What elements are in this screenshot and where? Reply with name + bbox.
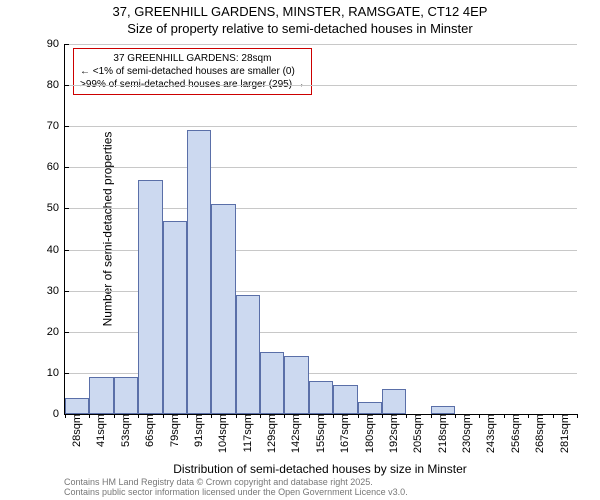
- x-tick: 230sqm: [457, 414, 473, 453]
- y-tick: 10: [47, 367, 65, 379]
- gridline: [65, 44, 577, 45]
- x-tick-mark: [309, 414, 310, 418]
- gridline: [65, 126, 577, 127]
- x-tick: 41sqm: [91, 414, 107, 447]
- x-tick: 192sqm: [384, 414, 400, 453]
- footer: Contains HM Land Registry data © Crown c…: [64, 477, 576, 498]
- bar: [138, 180, 162, 414]
- x-tick-mark: [382, 414, 383, 418]
- x-tick: 256sqm: [506, 414, 522, 453]
- x-tick-mark: [236, 414, 237, 418]
- footer-line1: Contains HM Land Registry data © Crown c…: [64, 477, 576, 487]
- annotation-box: 37 GREENHILL GARDENS: 28sqm ← <1% of sem…: [73, 48, 312, 95]
- x-tick: 79sqm: [165, 414, 181, 447]
- x-tick: 180sqm: [360, 414, 376, 453]
- x-tick-mark: [163, 414, 164, 418]
- y-tick: 60: [47, 161, 65, 173]
- bar: [382, 389, 406, 414]
- bar: [309, 381, 333, 414]
- x-tick: 268sqm: [530, 414, 546, 453]
- x-tick-mark: [358, 414, 359, 418]
- bar: [358, 402, 382, 414]
- x-tick: 53sqm: [116, 414, 132, 447]
- bar: [431, 406, 455, 414]
- y-tick: 90: [47, 38, 65, 50]
- bar: [187, 130, 211, 414]
- bar: [333, 385, 357, 414]
- bar: [260, 352, 284, 414]
- x-tick-mark: [455, 414, 456, 418]
- annotation-line1: 37 GREENHILL GARDENS: 28sqm: [80, 52, 305, 65]
- x-tick: 28sqm: [67, 414, 83, 447]
- x-tick-mark: [114, 414, 115, 418]
- bar: [89, 377, 113, 414]
- x-tick-mark: [65, 414, 66, 418]
- y-tick: 40: [47, 244, 65, 256]
- gridline: [65, 85, 577, 86]
- x-tick: 91sqm: [189, 414, 205, 447]
- gridline: [65, 167, 577, 168]
- x-tick: 66sqm: [140, 414, 156, 447]
- x-tick: 155sqm: [311, 414, 327, 453]
- bar: [211, 204, 235, 414]
- x-tick-mark: [431, 414, 432, 418]
- bar: [284, 356, 308, 414]
- x-tick: 243sqm: [481, 414, 497, 453]
- y-tick: 20: [47, 326, 65, 338]
- bar: [236, 295, 260, 414]
- x-tick-mark: [187, 414, 188, 418]
- x-tick: 281sqm: [555, 414, 571, 453]
- chart-title: 37, GREENHILL GARDENS, MINSTER, RAMSGATE…: [0, 0, 600, 38]
- x-tick: 142sqm: [286, 414, 302, 453]
- y-tick: 70: [47, 120, 65, 132]
- x-tick-mark: [553, 414, 554, 418]
- y-tick: 0: [53, 408, 65, 420]
- x-tick-mark: [260, 414, 261, 418]
- chart-area: 37 GREENHILL GARDENS: 28sqm ← <1% of sem…: [64, 44, 577, 415]
- bar: [163, 221, 187, 414]
- title-line2: Size of property relative to semi-detach…: [0, 21, 600, 38]
- x-tick: 218sqm: [433, 414, 449, 453]
- x-tick: 104sqm: [213, 414, 229, 453]
- x-tick: 167sqm: [335, 414, 351, 453]
- y-tick: 80: [47, 79, 65, 91]
- footer-line2: Contains public sector information licen…: [64, 487, 576, 497]
- title-line1: 37, GREENHILL GARDENS, MINSTER, RAMSGATE…: [0, 4, 600, 21]
- x-tick-mark: [138, 414, 139, 418]
- x-tick: 117sqm: [238, 414, 254, 452]
- y-tick: 30: [47, 285, 65, 297]
- annotation-line2: ← <1% of semi-detached houses are smalle…: [80, 65, 305, 78]
- x-axis-label: Distribution of semi-detached houses by …: [64, 462, 576, 476]
- x-tick-mark: [504, 414, 505, 418]
- x-tick: 129sqm: [262, 414, 278, 453]
- bar: [114, 377, 138, 414]
- bar: [65, 398, 89, 414]
- y-tick: 50: [47, 202, 65, 214]
- x-tick: 205sqm: [408, 414, 424, 453]
